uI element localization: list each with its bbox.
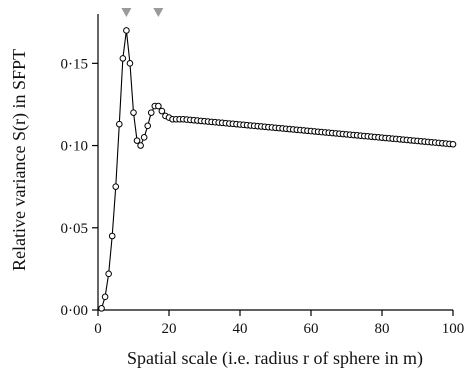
data-point: [158, 107, 166, 115]
y-tick-label: 0·15: [61, 56, 89, 72]
data-point: [137, 142, 144, 149]
data-point: [98, 305, 105, 312]
x-tick-label: 20: [162, 321, 177, 337]
x-tick-label: 80: [375, 321, 390, 337]
data-point: [147, 109, 155, 116]
x-ticks: 0 20 40 60 80 100: [94, 310, 464, 337]
data-point: [144, 122, 151, 130]
y-tick-label: 0·05: [61, 221, 89, 237]
x-tick-label: 40: [233, 321, 248, 337]
peak-markers: [121, 8, 164, 17]
peak-marker-triangle: [153, 8, 164, 17]
peak-marker-triangle: [121, 8, 132, 17]
axes: [97, 14, 453, 311]
y-tick-label: 0·00: [61, 303, 89, 319]
data-point: [112, 183, 120, 190]
x-tick-label: 100: [442, 321, 465, 337]
x-axis-label: Spatial scale (i.e. radius r of sphere i…: [127, 348, 423, 369]
data-point: [101, 293, 109, 301]
plot-area: [98, 27, 457, 312]
data-point: [105, 270, 112, 278]
x-tick-label: 60: [304, 321, 319, 337]
data-point: [119, 55, 127, 62]
data-point: [123, 27, 130, 34]
data-point: [155, 102, 162, 110]
data-point: [140, 134, 148, 141]
x-tick-label: 0: [94, 321, 102, 337]
data-point: [126, 60, 134, 67]
data-point: [133, 137, 141, 144]
y-axis-label: Relative variance S(r) in SFPT: [9, 49, 30, 271]
data-point: [449, 140, 457, 148]
data-point: [116, 120, 123, 128]
y-ticks: 0·00 0·05 0·10 0·15: [61, 56, 98, 319]
data-point: [108, 232, 116, 240]
data-point: [130, 109, 137, 116]
y-tick-label: 0·10: [61, 139, 89, 155]
series-line: [101, 30, 454, 309]
